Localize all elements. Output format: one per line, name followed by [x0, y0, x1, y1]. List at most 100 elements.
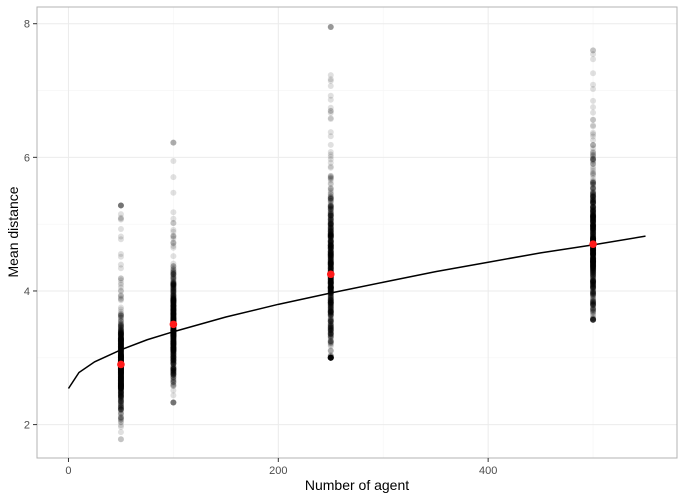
data-point — [117, 379, 124, 386]
data-point — [170, 369, 177, 376]
data-point — [117, 385, 124, 392]
data-point — [117, 382, 124, 389]
data-point — [117, 324, 124, 331]
data-point — [327, 254, 334, 261]
data-point — [590, 181, 597, 188]
data-point — [590, 299, 597, 306]
data-point — [117, 382, 124, 389]
data-point — [590, 199, 597, 206]
data-point — [327, 324, 334, 331]
data-point — [590, 259, 597, 266]
data-point — [327, 77, 334, 84]
data-point — [590, 215, 597, 222]
data-point — [590, 217, 597, 224]
data-point — [117, 422, 124, 429]
data-point — [117, 350, 124, 357]
data-point — [590, 133, 597, 140]
data-point — [590, 255, 597, 262]
data-point — [590, 218, 597, 225]
data-point — [590, 264, 597, 271]
data-point — [590, 263, 597, 270]
data-point — [590, 233, 597, 240]
data-point — [170, 351, 177, 358]
data-point — [590, 233, 597, 240]
data-point — [590, 197, 597, 204]
data-point — [117, 374, 124, 381]
data-point — [327, 303, 334, 310]
data-point — [327, 302, 334, 309]
data-point — [170, 360, 177, 367]
data-point — [327, 252, 334, 259]
data-point — [170, 309, 177, 316]
data-point — [590, 262, 597, 269]
data-point — [590, 223, 597, 230]
data-point — [327, 245, 334, 252]
data-point — [117, 338, 124, 345]
data-point — [327, 250, 334, 257]
data-point — [327, 354, 334, 361]
x-tick-label: 400 — [479, 465, 497, 477]
data-point — [170, 335, 177, 342]
data-point — [590, 185, 597, 192]
data-point — [327, 185, 334, 192]
data-point — [170, 337, 177, 344]
data-point — [590, 222, 597, 229]
data-point — [117, 398, 124, 405]
data-point — [170, 353, 177, 360]
data-point — [590, 213, 597, 220]
data-point — [170, 377, 177, 384]
data-point — [170, 356, 177, 363]
data-point — [590, 178, 597, 185]
mean-point — [117, 360, 125, 369]
data-point — [170, 350, 177, 357]
data-point — [590, 265, 597, 272]
data-point — [117, 381, 124, 388]
data-point — [117, 379, 124, 386]
data-point — [117, 312, 124, 319]
data-point — [327, 256, 334, 263]
data-point — [117, 375, 124, 382]
data-point — [590, 266, 597, 273]
data-point — [117, 352, 124, 359]
data-point — [327, 338, 334, 345]
data-point — [170, 339, 177, 346]
data-point — [170, 299, 177, 306]
data-point — [590, 226, 597, 233]
data-point — [170, 340, 177, 347]
data-point — [327, 227, 334, 234]
data-point — [117, 350, 124, 357]
data-point — [327, 203, 334, 210]
data-point — [590, 316, 597, 323]
data-point — [170, 303, 177, 310]
data-point — [117, 370, 124, 377]
data-point — [590, 234, 597, 241]
data-point — [590, 210, 597, 217]
data-point — [170, 353, 177, 360]
data-point — [117, 406, 124, 413]
data-point — [327, 195, 334, 202]
data-point — [327, 320, 334, 327]
data-point — [327, 322, 334, 329]
data-point — [327, 163, 334, 170]
data-point — [590, 281, 597, 288]
data-point — [590, 189, 597, 196]
data-point — [170, 298, 177, 305]
data-point — [117, 395, 124, 402]
data-point — [170, 334, 177, 341]
data-point — [590, 235, 597, 242]
data-point — [117, 385, 124, 392]
data-point — [327, 253, 334, 260]
data-point — [590, 265, 597, 272]
data-point — [170, 311, 177, 318]
data-point — [117, 377, 124, 384]
data-point — [590, 213, 597, 220]
data-point — [170, 338, 177, 345]
data-point — [327, 301, 334, 308]
data-point — [590, 211, 597, 218]
data-point — [590, 215, 597, 222]
data-point — [117, 202, 124, 209]
data-point — [170, 315, 177, 322]
data-point — [590, 190, 597, 197]
data-point — [327, 226, 334, 233]
data-point — [170, 366, 177, 373]
